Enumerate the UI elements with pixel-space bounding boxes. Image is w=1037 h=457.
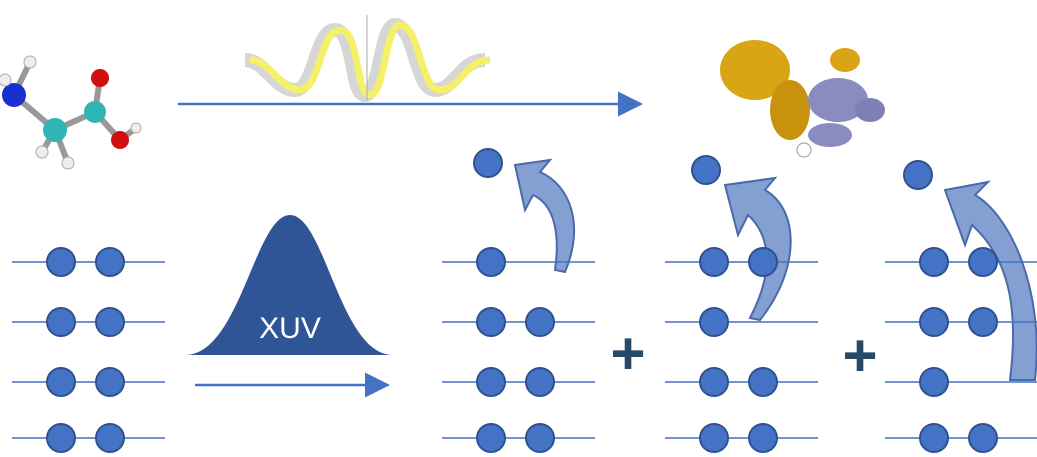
electron — [46, 423, 76, 453]
plus-sign: + — [842, 322, 877, 389]
molecule — [0, 55, 142, 170]
electron — [699, 367, 729, 397]
electron — [476, 423, 506, 453]
electron — [46, 367, 76, 397]
excitation-arrow — [943, 180, 1037, 381]
electron — [476, 307, 506, 337]
electron — [473, 148, 503, 178]
electron — [903, 160, 933, 190]
electron — [919, 247, 949, 277]
electron — [748, 367, 778, 397]
electron — [968, 307, 998, 337]
electron — [748, 247, 778, 277]
electron — [476, 247, 506, 277]
electron — [919, 307, 949, 337]
electron — [525, 423, 555, 453]
electron — [919, 423, 949, 453]
electron — [968, 423, 998, 453]
electron — [748, 423, 778, 453]
excitation-arrow — [513, 158, 576, 274]
electron — [95, 307, 125, 337]
xuv-pulse — [185, 215, 393, 355]
laser-wave — [243, 15, 491, 103]
electron — [95, 247, 125, 277]
electron — [919, 367, 949, 397]
electron — [95, 423, 125, 453]
electron — [699, 423, 729, 453]
electron — [699, 307, 729, 337]
energy-levels — [12, 148, 1037, 453]
electron — [691, 155, 721, 185]
orbital — [720, 40, 885, 158]
electron — [95, 367, 125, 397]
pulse-label: XUV — [259, 312, 321, 345]
electron — [46, 307, 76, 337]
electron — [525, 367, 555, 397]
electron — [968, 247, 998, 277]
electron — [699, 247, 729, 277]
plus-sign: + — [610, 320, 645, 387]
electron — [525, 307, 555, 337]
electron — [476, 367, 506, 397]
electron — [46, 247, 76, 277]
